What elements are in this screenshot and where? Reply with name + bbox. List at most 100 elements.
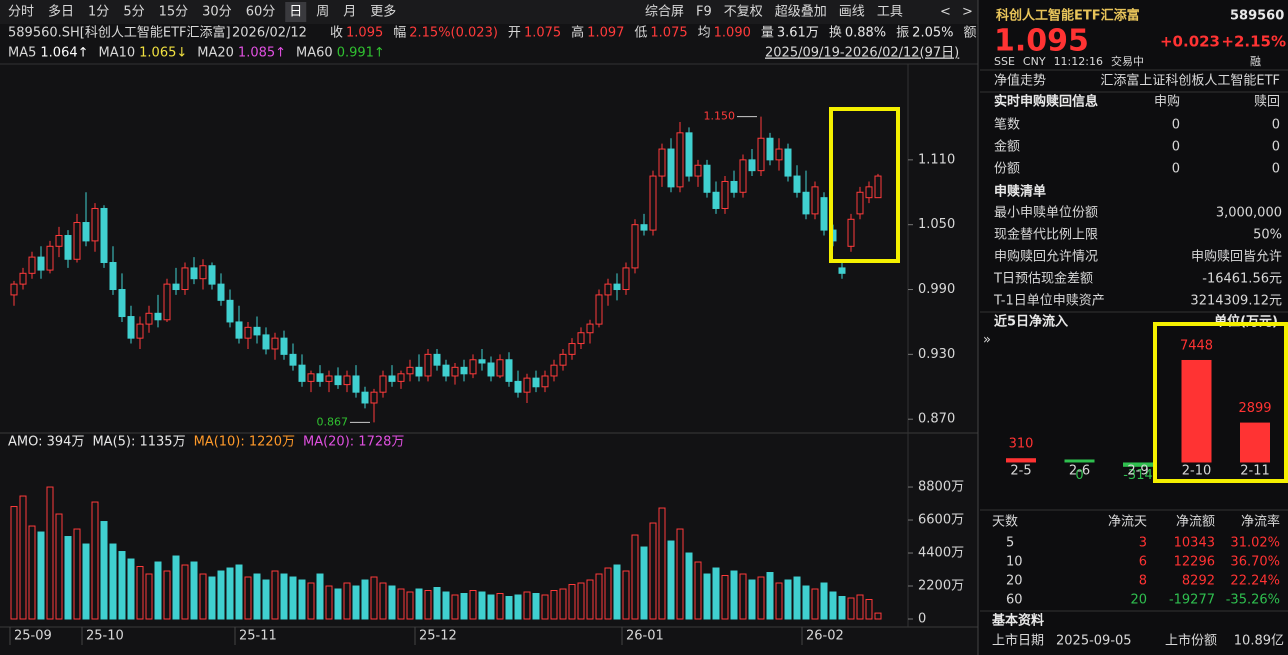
volume-bar (838, 596, 846, 620)
volume-bar (811, 588, 819, 620)
table-header: 实时申购赎回信息 (994, 94, 1098, 110)
candle-body (640, 224, 648, 231)
candle-body (361, 391, 369, 404)
volume-bar (523, 591, 531, 620)
candle-body (667, 148, 675, 188)
period-tab[interactable]: 5分 (123, 5, 144, 20)
volume-bar (379, 582, 387, 620)
candle-body (595, 294, 603, 325)
candle-body (811, 186, 819, 215)
table-cell: 8 (1139, 574, 1147, 589)
table-cell: 12296 (1174, 555, 1215, 570)
candle-body (874, 175, 882, 199)
tool-button[interactable]: 工具 (877, 5, 903, 20)
y-tick-label: 0 (918, 612, 926, 627)
period-tab[interactable]: 周 (316, 5, 329, 20)
list-cell: 最小申赎单位份额 (994, 206, 1098, 221)
field-label: 额 (963, 26, 976, 41)
period-tab[interactable]: 1分 (88, 5, 109, 20)
candle-body (631, 224, 639, 269)
volume-bar (415, 588, 423, 620)
nav-label[interactable]: 净值走势 (994, 73, 1046, 89)
candle-body (523, 377, 531, 393)
flow-title: 近5日净流入 (994, 314, 1068, 330)
table-cell: 0 (1172, 140, 1180, 155)
volume-bar (406, 591, 414, 620)
candle-body (298, 364, 306, 382)
toolbar-bg (0, 0, 978, 24)
period-tab[interactable]: 月 (343, 5, 356, 20)
period-tab[interactable]: 更多 (370, 4, 396, 20)
volume-bar (460, 593, 468, 620)
nav-prev[interactable]: < (940, 5, 951, 20)
x-tick-label: 2-10 (1182, 464, 1212, 479)
candle-body (568, 343, 576, 355)
candle-body (658, 148, 666, 177)
x-tick-label: 25-10 (86, 629, 124, 644)
volume-bar (208, 576, 216, 620)
candle-body (721, 180, 729, 209)
candle-body (847, 218, 855, 247)
candle-body (325, 375, 333, 382)
table-cell: 3 (1139, 536, 1147, 551)
flow-bar (1064, 459, 1095, 463)
candle-body (406, 366, 414, 375)
candle-body (532, 377, 540, 388)
period-tab[interactable]: 分时 (8, 5, 34, 20)
tool-button[interactable]: 画线 (839, 5, 865, 20)
tool-button[interactable]: 超级叠加 (775, 5, 827, 20)
volume-bar (694, 561, 702, 620)
candle-body (820, 197, 828, 231)
volume-bar (775, 582, 783, 620)
table-header: 申购 (1154, 94, 1180, 110)
candle-body (577, 332, 585, 345)
list-cell: T-1日单位申赎资产 (993, 294, 1105, 309)
candle-body (109, 262, 117, 291)
candle-body (352, 375, 360, 393)
volume-bar (649, 522, 657, 620)
table-cell: 笔数 (994, 117, 1020, 133)
candle-body (145, 312, 153, 325)
ma-label: MA60 (296, 46, 333, 61)
period-tab[interactable]: 日 (289, 5, 302, 20)
tool-button[interactable]: 综合屏 (645, 5, 684, 20)
panel-bg (980, 0, 1288, 655)
ma-value: 0.991↑ (337, 46, 385, 61)
ma-value: 1.085↑ (238, 46, 286, 61)
field-value: 1.090 (714, 26, 751, 41)
period-tab[interactable]: 30分 (202, 5, 232, 20)
volume-bar (136, 566, 144, 620)
flow-label: 2899 (1238, 401, 1271, 416)
nav-next[interactable]: > (962, 5, 973, 20)
candle-body (802, 191, 810, 215)
table-cell: 31.02% (1230, 536, 1280, 551)
volume-bar (658, 507, 666, 620)
period-tab[interactable]: 15分 (159, 5, 189, 20)
volume-bar (667, 540, 675, 620)
candle-body (514, 380, 522, 393)
period-tab[interactable]: 60分 (246, 5, 276, 20)
tool-button[interactable]: 不复权 (724, 4, 763, 20)
candle-body (226, 299, 234, 323)
collapse[interactable]: » (983, 333, 991, 348)
volume-legend: MA(10): 1220万 (194, 435, 295, 450)
table-cell: 0 (1272, 140, 1280, 155)
candle-body (334, 375, 342, 386)
candle-body (703, 164, 711, 193)
volume-bar (145, 573, 153, 620)
flow-unit: 单位(万元) (1214, 314, 1278, 330)
volume-bar (217, 570, 225, 620)
volume-bar (802, 585, 810, 620)
y-tick-label: 6600万 (918, 513, 964, 528)
tool-button[interactable]: F9 (696, 5, 712, 20)
volume-bar (82, 543, 90, 620)
ma-value: 1.064↑ (40, 46, 88, 61)
period-tab[interactable]: 多日 (48, 4, 74, 20)
volume-bar (19, 495, 27, 620)
quote-meta: SSE (994, 55, 1015, 68)
y-tick-label: 0.870 (918, 412, 955, 427)
y-tick-label: 1.050 (918, 217, 955, 232)
volume-bar (73, 528, 81, 620)
volume-bar (622, 570, 630, 620)
candle-body (163, 283, 171, 321)
